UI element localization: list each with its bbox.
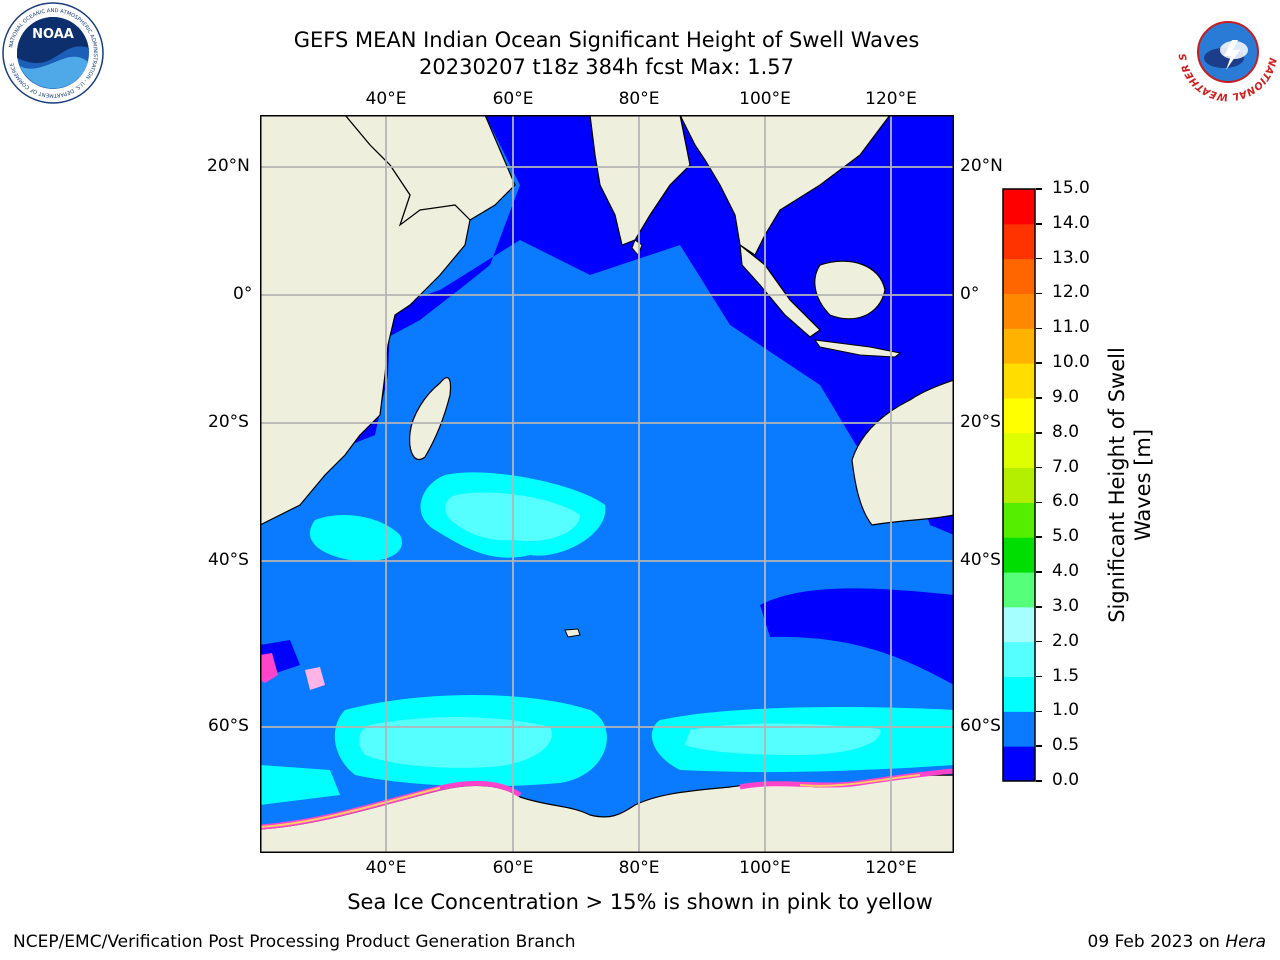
lat-label-left-0: 0° bbox=[233, 284, 253, 304]
colorbar-tick-label: 3.0 bbox=[1052, 595, 1080, 616]
lon-label-bottom-100e: 100°E bbox=[739, 858, 791, 878]
colorbar-tick-mark bbox=[1036, 362, 1042, 364]
colorbar-tick-mark bbox=[1036, 606, 1042, 608]
colorbar-tick-mark bbox=[1036, 571, 1042, 573]
lon-label-bottom-60e: 60°E bbox=[492, 858, 534, 878]
colorbar-tick-label: 10.0 bbox=[1052, 352, 1090, 373]
colorbar bbox=[1002, 188, 1036, 782]
colorbar-tick-label: 0.5 bbox=[1052, 735, 1080, 756]
colorbar-segment bbox=[1003, 537, 1035, 573]
colorbar-tick-mark bbox=[1036, 292, 1042, 295]
footer-date: 09 Feb 2023 on Hera bbox=[1087, 932, 1266, 952]
colorbar-frame bbox=[1002, 188, 1036, 782]
colorbar-tick-label: 12.0 bbox=[1052, 282, 1090, 303]
colorbar-tick-mark bbox=[1036, 675, 1042, 678]
colorbar-tick-label: 2.0 bbox=[1052, 630, 1080, 651]
colorbar-tick-mark bbox=[1036, 640, 1042, 643]
colorbar-tick-label: 1.5 bbox=[1052, 665, 1080, 686]
colorbar-segment bbox=[1003, 572, 1035, 608]
colorbar-segment bbox=[1003, 363, 1035, 399]
colorbar-tick-mark bbox=[1036, 536, 1042, 538]
lat-label-right-0: 0° bbox=[960, 284, 980, 304]
colorbar-tick-mark bbox=[1036, 223, 1042, 225]
colorbar-tick-label: 13.0 bbox=[1052, 247, 1090, 268]
sumatra-land bbox=[739, 243, 821, 338]
colorbar-tick-mark bbox=[1036, 466, 1042, 469]
colorbar-segment bbox=[1003, 746, 1035, 782]
nws-logo: NATIONAL WEATHER SERVICE bbox=[1172, 0, 1280, 104]
colorbar-tick-label: 9.0 bbox=[1052, 386, 1080, 407]
colorbar-segment bbox=[1003, 328, 1035, 364]
colorbar-tick-mark bbox=[1036, 710, 1042, 713]
lon-label-bottom-80e: 80°E bbox=[618, 858, 660, 878]
colorbar-label-line2: Waves [m] bbox=[1131, 428, 1155, 542]
colorbar-tick-label: 1.0 bbox=[1052, 700, 1080, 721]
colorbar-tick-mark bbox=[1036, 745, 1042, 747]
colorbar-segment bbox=[1003, 641, 1035, 678]
lon-label-top-80e: 80°E bbox=[618, 89, 660, 109]
colorbar-tick-mark bbox=[1036, 188, 1042, 190]
colorbar-tick-mark bbox=[1036, 501, 1042, 504]
sea-ice-caption: Sea Ice Concentration > 15% is shown in … bbox=[347, 890, 933, 914]
colorbar-label-line1: Significant Height of Swell bbox=[1105, 347, 1129, 623]
lat-label-left-40s: 40°S bbox=[208, 550, 249, 570]
kerguelen-land bbox=[564, 628, 581, 638]
lat-label-right-40s: 40°S bbox=[960, 550, 1001, 570]
colorbar-segment bbox=[1003, 711, 1035, 747]
java-land bbox=[813, 339, 902, 358]
colorbar-tick-label: 15.0 bbox=[1052, 178, 1090, 198]
colorbar-tick-label: 6.0 bbox=[1052, 491, 1080, 512]
colorbar-tick-label: 5.0 bbox=[1052, 526, 1080, 547]
colorbar-tick-label: 14.0 bbox=[1052, 212, 1090, 233]
footer-host: Hera bbox=[1225, 932, 1266, 952]
madagascar-land bbox=[409, 377, 452, 461]
colorbar-segment bbox=[1003, 189, 1035, 225]
colorbar-tick-label: 0.0 bbox=[1052, 770, 1080, 790]
colorbar-segment bbox=[1003, 397, 1035, 434]
colorbar-tick-mark bbox=[1036, 327, 1042, 330]
ocean-swell-0-0.5-southeast bbox=[760, 588, 954, 685]
lon-label-top-60e: 60°E bbox=[492, 89, 534, 109]
noaa-logo: NOAA NATIONAL OCEANIC AND ATMOSPHERIC AD… bbox=[2, 2, 104, 104]
noaa-logo-text: NOAA bbox=[32, 27, 74, 42]
chart-subtitle: 20230207 t18z 384h fcst Max: 1.57 bbox=[419, 55, 794, 79]
colorbar-segment bbox=[1003, 467, 1035, 503]
lat-label-right-20n: 20°N bbox=[960, 156, 1003, 176]
colorbar-segment bbox=[1003, 258, 1035, 294]
colorbar-tick-mark bbox=[1036, 397, 1042, 399]
colorbar-segment bbox=[1003, 502, 1035, 538]
lat-label-left-20s: 20°S bbox=[208, 412, 249, 432]
colorbar-tick-label: 8.0 bbox=[1052, 421, 1080, 442]
chart-title: GEFS MEAN Indian Ocean Significant Heigh… bbox=[293, 28, 920, 52]
australia-land bbox=[851, 379, 954, 526]
lat-label-right-20s: 20°S bbox=[960, 412, 1001, 432]
lat-label-left-20n: 20°N bbox=[207, 156, 250, 176]
lon-label-top-100e: 100°E bbox=[739, 89, 791, 109]
map-gridlines bbox=[260, 115, 954, 853]
lon-label-bottom-40e: 40°E bbox=[365, 858, 407, 878]
colorbar-tick-mark bbox=[1036, 432, 1042, 434]
colorbar-tick-label: 4.0 bbox=[1052, 561, 1080, 582]
borneo-land bbox=[814, 260, 886, 320]
colorbar-segment bbox=[1003, 676, 1035, 712]
colorbar-tick-label: 7.0 bbox=[1052, 456, 1080, 477]
ocean-swell-0-0.5-north bbox=[320, 115, 954, 475]
southeast-asia-land bbox=[679, 115, 891, 256]
lat-label-right-60s: 60°S bbox=[960, 716, 1001, 736]
colorbar-tick-mark bbox=[1036, 780, 1042, 782]
colorbar-tick-label: 11.0 bbox=[1052, 317, 1090, 338]
indian-ocean-map bbox=[260, 115, 954, 853]
lat-label-left-60s: 60°S bbox=[208, 716, 249, 736]
lon-label-bottom-120e: 120°E bbox=[865, 858, 917, 878]
lon-label-top-120e: 120°E bbox=[865, 89, 917, 109]
footer-credit: NCEP/EMC/Verification Post Processing Pr… bbox=[13, 932, 576, 952]
colorbar-segment bbox=[1003, 223, 1035, 260]
colorbar-segment bbox=[1003, 293, 1035, 329]
map-frame bbox=[260, 115, 954, 853]
lon-label-top-40e: 40°E bbox=[365, 89, 407, 109]
colorbar-segment bbox=[1003, 432, 1035, 469]
colorbar-tick-mark bbox=[1036, 257, 1042, 260]
colorbar-segment bbox=[1003, 606, 1035, 643]
